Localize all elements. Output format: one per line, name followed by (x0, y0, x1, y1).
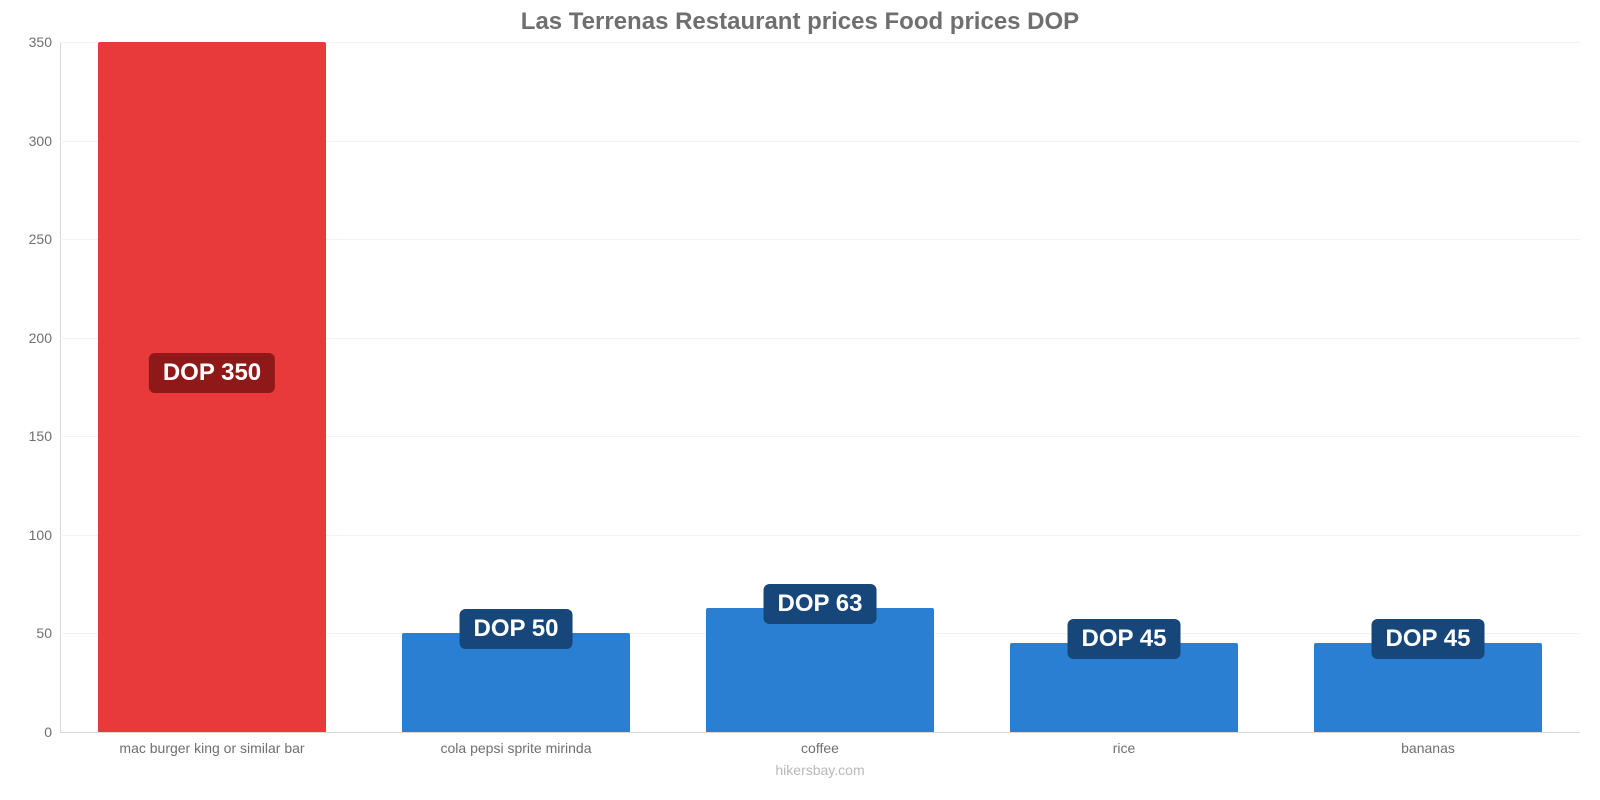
bar-slot: DOP 45 (1276, 42, 1580, 732)
x-axis-label: bananas (1276, 740, 1580, 756)
y-tick-label: 300 (29, 133, 60, 149)
chart-container: Las Terrenas Restaurant prices Food pric… (0, 0, 1600, 800)
bar: DOP 45 (1010, 643, 1238, 732)
bar-value-label: DOP 63 (764, 584, 877, 624)
bar-slot: DOP 63 (668, 42, 972, 732)
y-tick-label: 250 (29, 231, 60, 247)
bar: DOP 45 (1314, 643, 1542, 732)
y-tick-label: 50 (36, 625, 60, 641)
plot-area: 050100150200250300350 DOP 350DOP 50DOP 6… (60, 42, 1580, 732)
bar: DOP 50 (402, 633, 630, 732)
y-tick-label: 100 (29, 527, 60, 543)
x-axis-label: cola pepsi sprite mirinda (364, 740, 668, 756)
bar-value-label: DOP 50 (460, 609, 573, 649)
y-tick-label: 350 (29, 34, 60, 50)
x-axis-label: mac burger king or similar bar (60, 740, 364, 756)
y-tick-label: 0 (44, 724, 60, 740)
x-axis-label: rice (972, 740, 1276, 756)
x-axis-labels: mac burger king or similar barcola pepsi… (60, 740, 1580, 756)
bar: DOP 63 (706, 608, 934, 732)
chart-title: Las Terrenas Restaurant prices Food pric… (0, 0, 1600, 36)
gridline (60, 732, 1580, 733)
bars-layer: DOP 350DOP 50DOP 63DOP 45DOP 45 (60, 42, 1580, 732)
y-tick-label: 200 (29, 330, 60, 346)
credit-text: hikersbay.com (60, 762, 1580, 778)
bar-slot: DOP 45 (972, 42, 1276, 732)
bar-value-label: DOP 45 (1068, 619, 1181, 659)
bar-value-label: DOP 350 (149, 353, 275, 393)
bar-value-label: DOP 45 (1372, 619, 1485, 659)
bar: DOP 350 (98, 42, 326, 732)
y-tick-label: 150 (29, 428, 60, 444)
bar-slot: DOP 50 (364, 42, 668, 732)
bar-slot: DOP 350 (60, 42, 364, 732)
x-axis-label: coffee (668, 740, 972, 756)
